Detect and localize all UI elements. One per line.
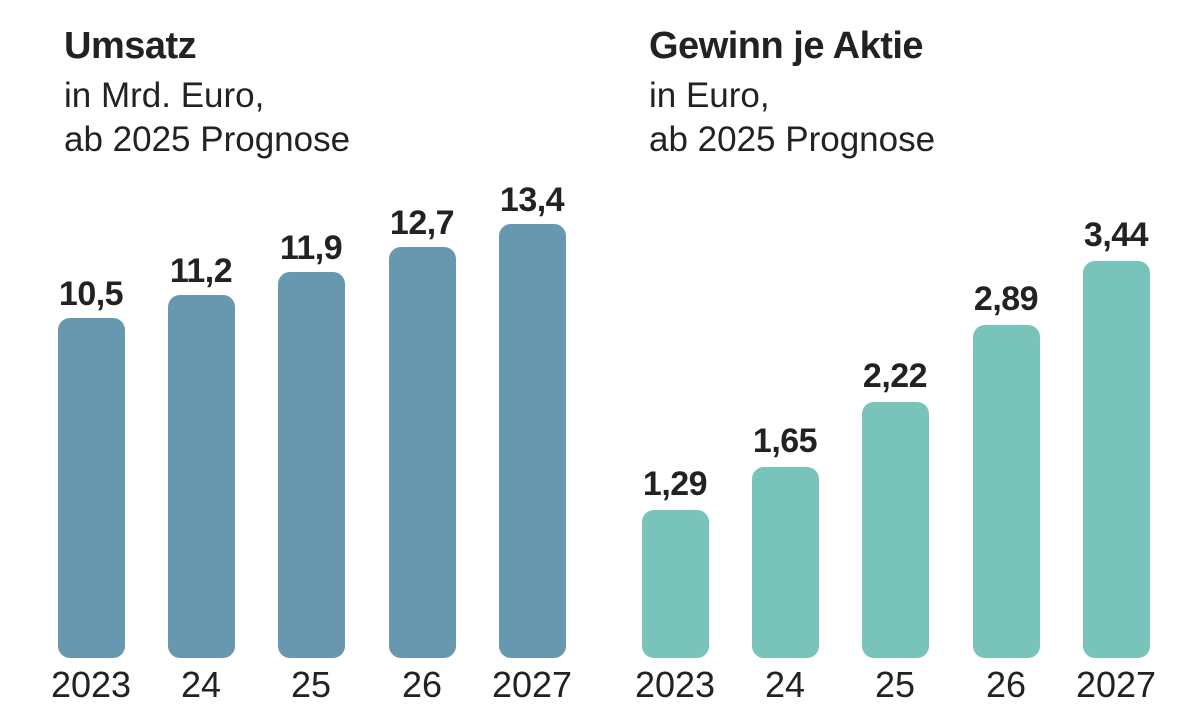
- revenue-value-2027: 13,4: [499, 181, 565, 219]
- eps-chart-note: ab 2025 Prognose: [649, 120, 936, 159]
- eps-bar-2027: [1083, 261, 1150, 658]
- revenue-value-2023: 10,5: [58, 275, 124, 313]
- eps-value-2023: 1,29: [642, 465, 708, 503]
- eps-bar-2024: [752, 467, 819, 658]
- eps-xtick-2027: 2027: [1075, 664, 1157, 705]
- revenue-chart-unit: in Mrd. Euro,: [64, 76, 265, 115]
- revenue-xtick-2025: 25: [290, 664, 332, 705]
- revenue-value-2024: 11,2: [169, 252, 233, 290]
- eps-value-2025: 2,22: [862, 357, 928, 395]
- eps-chart-unit: in Euro,: [649, 76, 770, 115]
- eps-value-2026: 2,89: [973, 280, 1039, 318]
- revenue-chart-note: ab 2025 Prognose: [64, 120, 351, 159]
- revenue-bar-2024: [168, 295, 235, 658]
- eps-xtick-2023: 2023: [634, 664, 716, 705]
- eps-xtick-2024: 24: [764, 664, 806, 705]
- eps-bar-2023: [642, 510, 709, 658]
- eps-bar-2025: [862, 402, 929, 658]
- revenue-bar-2027: [499, 224, 566, 658]
- revenue-value-2025: 11,9: [279, 229, 343, 267]
- revenue-xtick-2023: 2023: [50, 664, 132, 705]
- revenue-bar-2025: [278, 272, 345, 658]
- revenue-value-2026: 12,7: [389, 204, 455, 242]
- revenue-chart: Umsatz in Mrd. Euro, ab 2025 Prognose 10…: [50, 25, 573, 705]
- revenue-bar-2026: [389, 247, 456, 658]
- revenue-xtick-2026: 26: [401, 664, 443, 705]
- eps-xtick-2026: 26: [985, 664, 1027, 705]
- revenue-xtick-2027: 2027: [491, 664, 573, 705]
- eps-value-2027: 3,44: [1083, 216, 1149, 254]
- eps-value-2024: 1,65: [752, 422, 818, 460]
- revenue-chart-title: Umsatz: [64, 25, 197, 67]
- revenue-xtick-2024: 24: [180, 664, 222, 705]
- eps-chart-title: Gewinn je Aktie: [649, 25, 924, 67]
- eps-bar-2026: [973, 325, 1040, 658]
- eps-xtick-2025: 25: [874, 664, 916, 705]
- revenue-bar-2023: [58, 318, 125, 658]
